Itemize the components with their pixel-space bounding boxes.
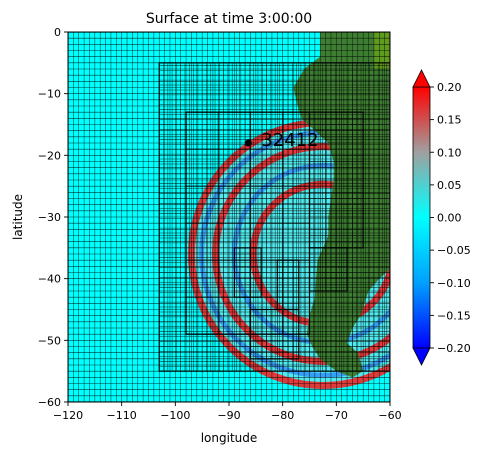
gauge-marker — [244, 139, 252, 147]
y-tick-label: −40 — [38, 273, 61, 286]
amr-patch-level-3 — [249, 308, 300, 360]
amr-patch-level-3 — [308, 247, 348, 292]
amr-patch-level-3 — [233, 247, 262, 298]
colorbar-tick-label: 0.15 — [437, 114, 462, 127]
x-tick-label: −110 — [107, 409, 137, 422]
gauge-label: 32412 — [261, 130, 318, 151]
colorbar-tick-label: −0.15 — [437, 309, 471, 322]
y-axis-label: latitude — [11, 194, 25, 240]
amr-patch-border — [233, 247, 262, 298]
x-tick-label: −100 — [160, 409, 190, 422]
colorbar-tick-label: −0.05 — [437, 244, 471, 257]
x-axis-label: longitude — [201, 431, 258, 445]
x-tick-label: −80 — [271, 409, 294, 422]
colorbar-tick-label: 0.05 — [437, 179, 462, 192]
colorbar-body — [412, 86, 431, 349]
x-tick-label: −70 — [325, 409, 348, 422]
y-tick-label: −50 — [38, 334, 61, 347]
colorbar-tick-label: −0.10 — [437, 277, 471, 290]
chart-title: Surface at time 3:00:00 — [146, 11, 312, 27]
colorbar-tick-label: −0.20 — [437, 342, 471, 355]
y-tick-label: −60 — [38, 396, 61, 409]
plot-area — [68, 32, 390, 402]
y-tick-label: −30 — [38, 211, 61, 224]
y-tick-label: 0 — [54, 26, 61, 39]
amr-patch-border — [158, 62, 390, 372]
x-tick-label: −90 — [217, 409, 240, 422]
colorbar-extend-max — [412, 69, 431, 88]
y-axis: 0 −10 −20 −30 −40 −50 −60 — [38, 26, 68, 409]
x-tick-label: −60 — [378, 409, 401, 422]
x-tick-label: −120 — [53, 409, 83, 422]
colorbar: 0.20 0.15 0.10 0.05 0.00 −0.05 −0.10 −0.15 −0.20 — [412, 69, 471, 366]
colorbar-extend-min — [412, 347, 431, 366]
colorbar-tick-label: 0.20 — [437, 81, 462, 94]
amr-grid — [68, 32, 390, 402]
colorbar-tick-label: 0.00 — [437, 212, 462, 225]
gauge: 32412 — [244, 130, 319, 151]
colorbar-tick-label: 0.10 — [437, 146, 462, 159]
y-tick-label: −10 — [38, 88, 61, 101]
y-tick-label: −20 — [38, 149, 61, 162]
amr-patch-border — [308, 247, 348, 292]
x-axis: −120 −110 −100 −90 −80 −70 −60 — [53, 402, 402, 422]
amr-patch-border — [249, 308, 300, 360]
colorbar-ticks: 0.20 0.15 0.10 0.05 0.00 −0.05 −0.10 −0.15 −0.20 — [430, 81, 471, 355]
